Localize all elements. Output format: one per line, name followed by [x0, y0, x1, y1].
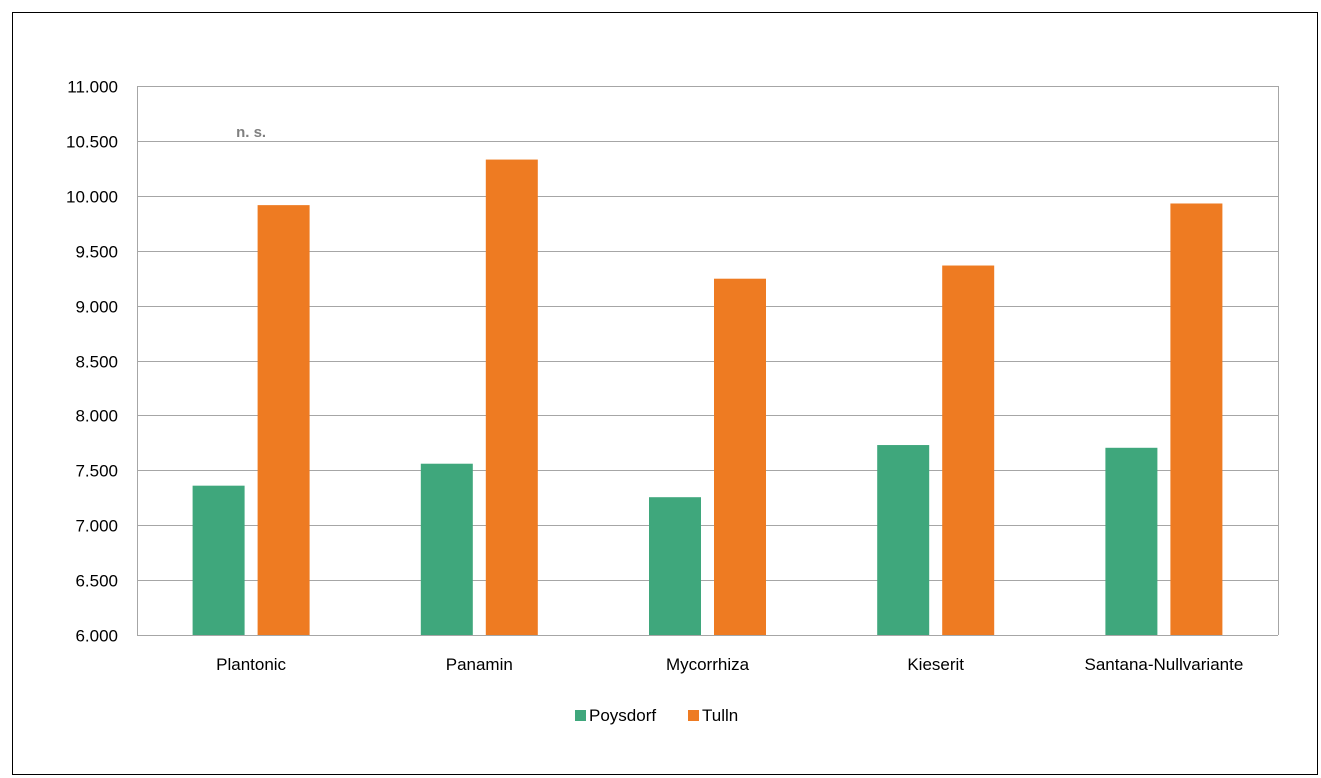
gridlines: [137, 86, 1278, 636]
legend: Poysdorf Tulln: [575, 706, 738, 725]
x-tick-label: Panamin: [446, 655, 513, 674]
x-tick-label: Plantonic: [216, 655, 286, 674]
axis-labels: 6.000 6.500 7.000 7.500 8.000 8.500 9.000 9.500…: [66, 78, 1243, 675]
y-tick-label: 7.000: [75, 517, 118, 536]
y-tick-label: 6.500: [75, 572, 118, 591]
legend-swatch-poysdorf: [575, 710, 586, 721]
x-tick-label: Santana-Nullvariante: [1085, 655, 1244, 674]
bar-poysdorf-plantonic: [192, 485, 245, 635]
bar-tulln-kieserit: [942, 265, 995, 635]
legend-swatch-tulln: [688, 710, 699, 721]
axes: [137, 86, 1279, 635]
y-tick-label: 8.000: [75, 407, 118, 426]
bar-tulln-plantonic: [257, 205, 310, 635]
x-tick-label: Mycorrhiza: [666, 655, 750, 674]
bar-tulln-santana-nullvariante: [1170, 203, 1223, 635]
x-tick-label: Kieserit: [907, 655, 964, 674]
chart-frame: [12, 12, 1318, 775]
y-tick-label: 8.500: [75, 353, 118, 372]
bars: [192, 159, 1223, 636]
bar-poysdorf-santana-nullvariante: [1105, 447, 1158, 635]
y-tick-label: 6.000: [75, 627, 118, 646]
legend-label-tulln: Tulln: [702, 706, 738, 725]
y-tick-label: 10.500: [66, 133, 118, 152]
legend-label-poysdorf: Poysdorf: [589, 706, 656, 725]
bar-poysdorf-mycorrhiza: [649, 497, 701, 635]
y-tick-label: 11.000: [67, 78, 118, 97]
y-tick-label: 10.000: [66, 188, 118, 207]
y-tick-label: 9.500: [75, 243, 118, 262]
annotations: n. s.: [236, 124, 266, 141]
bar-poysdorf-kieserit: [877, 445, 930, 635]
bar-tulln-panamin: [485, 159, 538, 636]
bar-poysdorf-panamin: [420, 463, 473, 635]
significance-annotation: n. s.: [236, 124, 266, 141]
y-tick-label: 9.000: [75, 298, 118, 317]
y-tick-label: 7.500: [75, 462, 118, 481]
bar-tulln-mycorrhiza: [714, 278, 766, 635]
